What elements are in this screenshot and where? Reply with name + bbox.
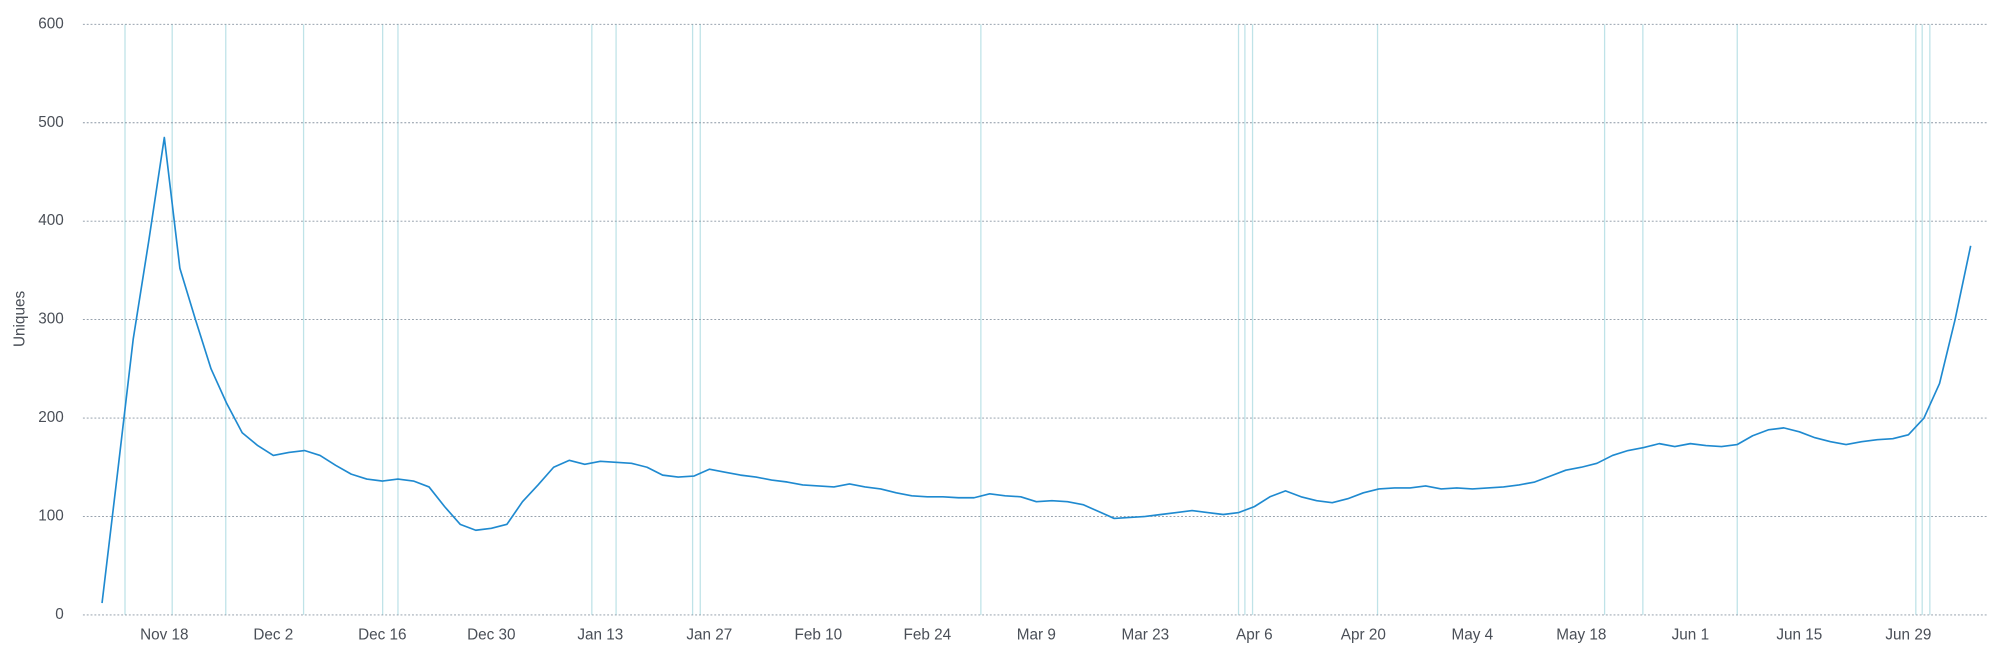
x-tick-label: Jun 29 [1885,626,1931,643]
x-tick-label: Apr 6 [1236,626,1273,643]
y-tick-label: 500 [38,114,64,131]
x-tick-label: May 4 [1452,626,1494,643]
x-tick-label: Jan 27 [686,626,732,643]
x-tick-label: Jun 1 [1672,626,1709,643]
x-tick-label: Dec 2 [253,626,293,643]
y-tick-label: 400 [38,212,64,229]
x-tick-label: Jan 13 [577,626,623,643]
x-tick-label: Apr 20 [1341,626,1386,643]
y-tick-label: 300 [38,311,64,328]
y-axis-label: Uniques [11,291,28,347]
y-tick-label: 100 [38,508,64,525]
x-tick-label: Nov 18 [140,626,188,643]
x-tick-label: Jun 15 [1776,626,1822,643]
x-tick-label: Mar 23 [1122,626,1170,643]
y-tick-label: 200 [38,409,64,426]
y-tick-label: 600 [38,15,64,32]
x-tick-label: Feb 10 [795,626,843,643]
line-series [101,136,1972,604]
x-tick-label: Mar 9 [1017,626,1056,643]
event-markers [124,24,1931,615]
x-tick-label: Dec 16 [358,626,406,643]
x-tick-label: Dec 30 [467,626,515,643]
x-tick-label: Feb 24 [904,626,952,643]
x-tick-label: May 18 [1556,626,1606,643]
y-tick-label: 0 [55,606,64,623]
